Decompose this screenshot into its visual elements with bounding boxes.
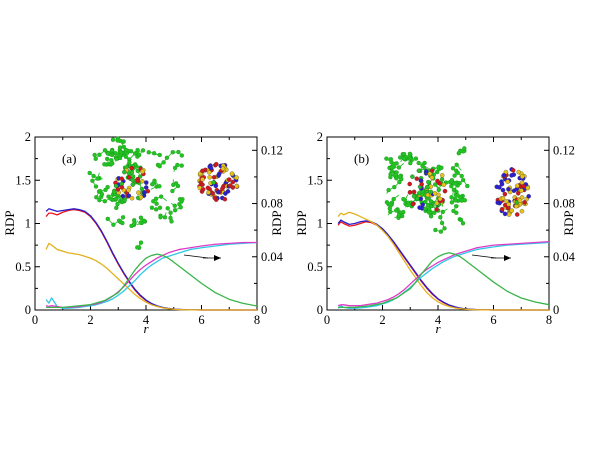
y2-tick-label: 0.04	[553, 250, 576, 264]
x-tick-label: 0	[324, 313, 330, 327]
y2-tick-label: 0.04	[261, 250, 284, 264]
y2-tick-label: 0	[553, 303, 559, 317]
y-tick-label: 0.5	[307, 260, 323, 274]
panel-a-y2label: RDP	[269, 210, 284, 235]
series-line-6	[46, 253, 258, 308]
x-tick-label: 8	[254, 313, 260, 327]
y2-tick-label: 0.08	[261, 197, 283, 211]
y-tick-label: 1.5	[15, 173, 31, 187]
y-tick-label: 0	[25, 303, 31, 317]
series-line-6	[338, 252, 550, 308]
panel-b-arrow	[471, 254, 511, 261]
panel-a-series	[45, 208, 258, 311]
y2-tick-label: 0	[261, 303, 267, 317]
panel-b-molecule-large-core	[407, 168, 448, 212]
panel-a-ylabel: RDP	[2, 210, 17, 235]
y-tick-label: 2	[317, 130, 323, 144]
x-tick-label: 4	[435, 313, 442, 327]
panel-b-ylabel: RDP	[294, 210, 309, 235]
panel-a-label: (a)	[62, 151, 76, 166]
x-tick-label: 2	[87, 313, 93, 327]
panel-a-molecule-tail	[129, 215, 148, 250]
x-tick-label: 8	[546, 313, 552, 327]
panel-b-label: (b)	[354, 151, 369, 166]
panel-a-molecule-large-core	[113, 165, 151, 201]
series-line-4	[45, 241, 258, 309]
panel-a-xlabel: r	[143, 321, 149, 336]
x-tick-label: 6	[198, 313, 204, 327]
panel-a-molecule-images	[87, 136, 240, 250]
y-tick-label: 0.5	[15, 260, 31, 274]
y-tick-label: 2	[25, 130, 31, 144]
x-tick-label: 0	[32, 313, 38, 327]
panel-b-xlabel: r	[435, 321, 441, 336]
x-tick-label: 2	[379, 313, 385, 327]
y2-tick-label: 0.12	[553, 143, 575, 157]
x-tick-label: 4	[143, 313, 150, 327]
x-tick-label: 6	[490, 313, 496, 327]
series-line-2	[45, 208, 257, 311]
panel-b-molecule-large-strands	[384, 146, 470, 234]
y-tick-label: 1.5	[307, 173, 323, 187]
series-line-4	[337, 241, 550, 309]
panel-a-molecule-small	[197, 161, 240, 202]
panel-b-series	[337, 211, 550, 311]
y-tick-label: 1	[25, 217, 31, 231]
panel-b-y2label: RDP	[561, 210, 576, 235]
panel-b-molecule-images	[384, 146, 531, 234]
series-line-3	[337, 211, 549, 311]
series-line-1	[45, 209, 257, 311]
y2-tick-label: 0.12	[261, 143, 283, 157]
y-tick-label: 0	[317, 303, 323, 317]
y2-tick-label: 0.08	[553, 197, 575, 211]
y-tick-label: 1	[317, 217, 323, 231]
panel-a-arrow	[183, 254, 221, 261]
panel-b-molecule-small	[494, 167, 531, 217]
series-line-3	[45, 242, 257, 311]
